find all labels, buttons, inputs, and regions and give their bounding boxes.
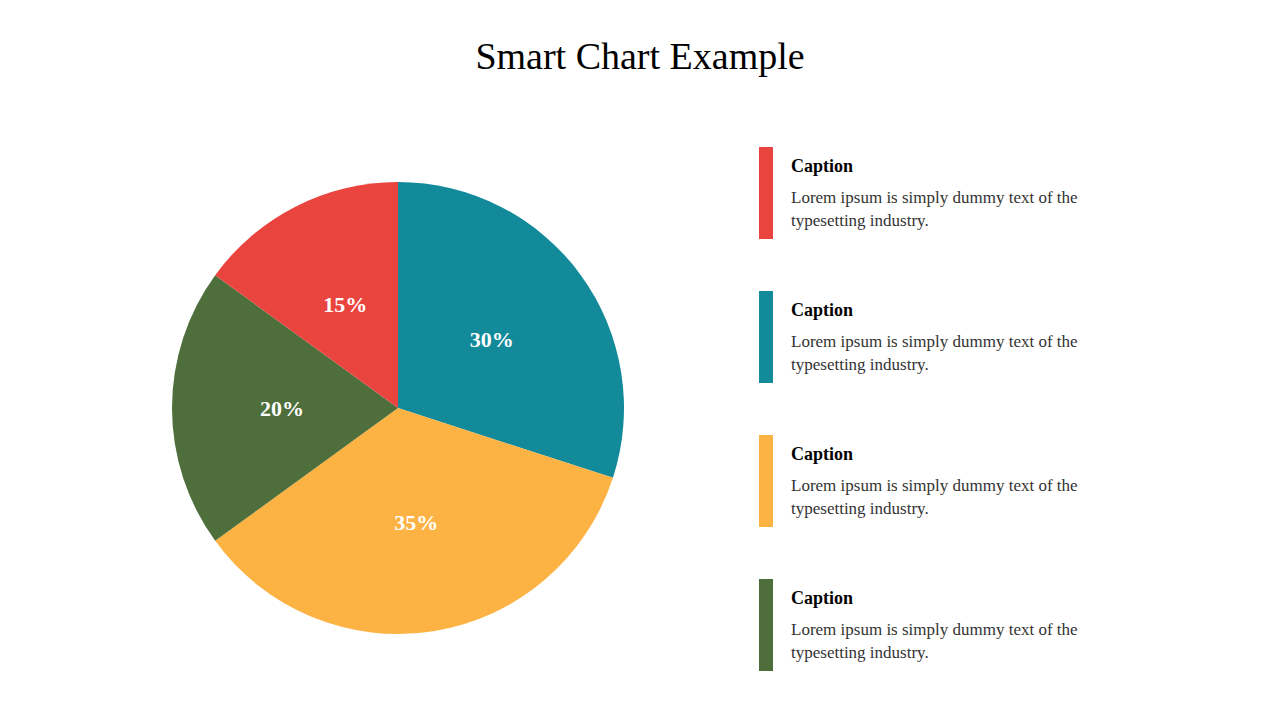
svg-text:typesetting industry.: typesetting industry. [791, 499, 929, 518]
svg-text:Caption: Caption [791, 444, 853, 464]
svg-text:Caption: Caption [791, 588, 853, 608]
svg-text:20%: 20% [260, 396, 304, 421]
svg-text:Smart Chart Example: Smart Chart Example [475, 35, 804, 77]
svg-text:Lorem ipsum is simply dummy te: Lorem ipsum is simply dummy text of the [791, 620, 1082, 639]
svg-text:Lorem ipsum is simply dummy te: Lorem ipsum is simply dummy text of the [791, 476, 1082, 495]
svg-text:Lorem ipsum is simply dummy te: Lorem ipsum is simply dummy text of the [791, 188, 1082, 207]
svg-text:Lorem ipsum is simply dummy te: Lorem ipsum is simply dummy text of the [791, 332, 1082, 351]
svg-text:Caption: Caption [791, 156, 853, 176]
svg-text:35%: 35% [394, 510, 438, 535]
svg-text:Caption: Caption [791, 300, 853, 320]
svg-text:typesetting industry.: typesetting industry. [791, 355, 929, 374]
svg-text:30%: 30% [470, 327, 514, 352]
svg-text:typesetting industry.: typesetting industry. [791, 211, 929, 230]
svg-text:typesetting industry.: typesetting industry. [791, 643, 929, 662]
svg-text:15%: 15% [323, 292, 367, 317]
